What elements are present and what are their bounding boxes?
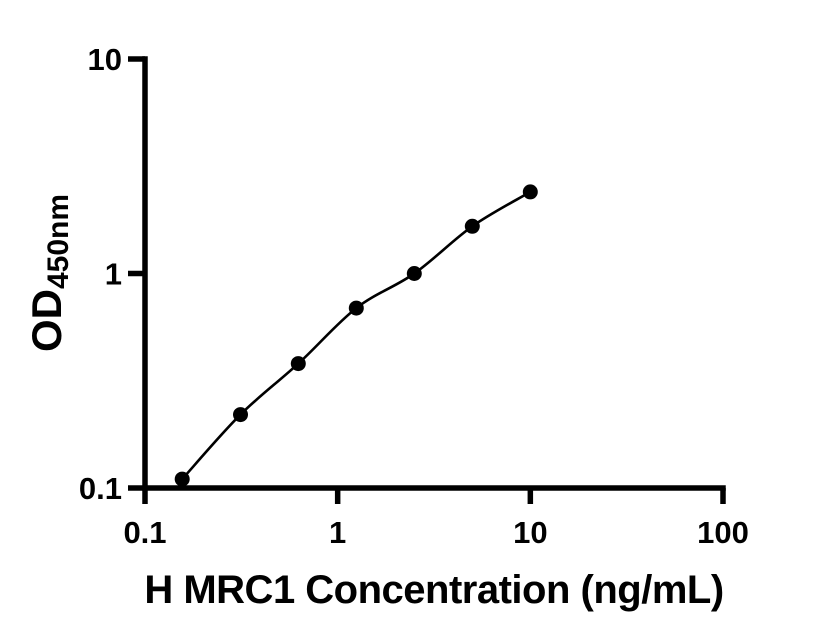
- data-point-marker: [522, 184, 538, 200]
- fitted-curve-line: [181, 190, 531, 480]
- y-axis-title-main: OD: [23, 289, 70, 352]
- x-axis-tick-label: 10: [513, 515, 547, 550]
- x-axis-title: H MRC1 Concentration (ng/mL): [144, 568, 723, 612]
- data-points: [174, 184, 538, 487]
- y-axis-tick-label: 0.1: [79, 471, 122, 506]
- y-axis-tick-label: 10: [88, 42, 122, 77]
- y-axis-tick-label: 1: [105, 257, 122, 292]
- data-point-marker: [290, 356, 306, 372]
- data-point-marker: [233, 407, 248, 423]
- axis-ticks: [128, 56, 726, 504]
- axis-tick-labels: 0.1 1 10 100 0.1 1 10: [79, 42, 749, 550]
- data-point-marker: [406, 266, 422, 281]
- y-axis-title-subscript: 450nm: [42, 194, 75, 289]
- x-axis-tick-label: 100: [697, 515, 749, 550]
- data-point-marker: [464, 218, 480, 234]
- x-axis-tick-label: 1: [329, 515, 346, 550]
- x-axis-tick-label: 0.1: [123, 515, 166, 550]
- data-point-marker: [348, 300, 364, 316]
- data-point-marker: [174, 471, 190, 487]
- y-axis-title: OD450nm: [23, 194, 75, 352]
